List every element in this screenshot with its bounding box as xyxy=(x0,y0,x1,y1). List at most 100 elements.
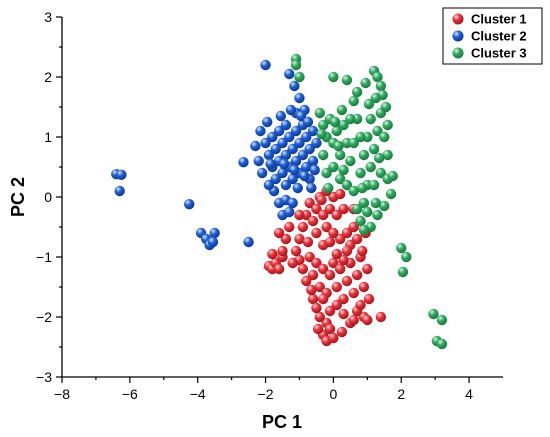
data-point-cluster-3 xyxy=(333,140,344,152)
y-tick-label: 1 xyxy=(44,129,52,145)
data-point-cluster-2 xyxy=(294,137,305,149)
data-point-cluster-1 xyxy=(318,209,329,221)
data-point-cluster-3 xyxy=(323,182,334,194)
legend-marker-cluster-1 xyxy=(452,13,464,25)
legend-marker-cluster-3 xyxy=(452,47,464,59)
data-point-cluster-2 xyxy=(256,167,268,179)
data-point-cluster-2 xyxy=(278,158,290,170)
data-point-cluster-3 xyxy=(348,185,359,197)
data-point-cluster-1 xyxy=(324,323,336,335)
data-point-cluster-1 xyxy=(324,236,336,248)
data-point-cluster-1 xyxy=(351,269,363,281)
data-point-cluster-2 xyxy=(280,119,292,131)
data-point-cluster-3 xyxy=(334,173,346,185)
data-point-cluster-3 xyxy=(328,71,339,83)
data-point-cluster-1 xyxy=(328,332,339,344)
data-point-cluster-1 xyxy=(284,221,295,233)
data-point-cluster-1 xyxy=(297,221,309,233)
x-axis-title: PC 1 xyxy=(262,412,302,432)
data-point-cluster-1 xyxy=(338,203,349,215)
y-ticks: −3 −2 −1 0 1 2 3 xyxy=(36,9,62,385)
x-ticks: −8 −6 −4 −2 0 2 4 xyxy=(54,377,473,402)
legend-marker-cluster-2 xyxy=(452,30,464,42)
y-tick-label: −2 xyxy=(36,309,52,325)
data-point-cluster-1 xyxy=(334,233,346,245)
data-point-cluster-2 xyxy=(238,157,249,168)
data-point-cluster-3 xyxy=(358,197,370,209)
data-point-cluster-2 xyxy=(302,116,314,128)
data-point-cluster-1 xyxy=(363,293,375,305)
data-point-cluster-3 xyxy=(355,167,366,179)
data-point-cluster-3 xyxy=(341,179,353,191)
series-cluster-2 xyxy=(111,59,322,251)
data-point-cluster-2 xyxy=(280,179,292,191)
data-point-cluster-3 xyxy=(436,314,448,326)
x-tick-label: 2 xyxy=(397,386,405,402)
y-tick-label: 0 xyxy=(44,189,52,205)
data-point-cluster-3 xyxy=(385,188,397,200)
data-point-cluster-3 xyxy=(382,149,393,161)
y-tick-label: 2 xyxy=(44,69,52,85)
data-point-cluster-2 xyxy=(307,155,319,167)
data-point-cluster-3 xyxy=(345,113,356,125)
data-point-cluster-1 xyxy=(304,251,315,263)
data-point-cluster-1 xyxy=(324,269,336,281)
y-tick-label: −1 xyxy=(36,249,52,265)
data-point-cluster-1 xyxy=(311,203,322,215)
data-point-cluster-1 xyxy=(348,314,359,326)
data-point-cluster-3 xyxy=(365,113,376,125)
data-point-cluster-2 xyxy=(301,131,312,143)
data-point-cluster-3 xyxy=(370,92,381,104)
data-point-cluster-3 xyxy=(379,131,390,143)
data-point-cluster-3 xyxy=(314,107,326,119)
data-point-cluster-1 xyxy=(277,245,288,257)
data-point-cluster-1 xyxy=(314,311,326,323)
data-point-cluster-1 xyxy=(348,287,359,299)
data-point-cluster-3 xyxy=(363,98,375,110)
data-point-cluster-2 xyxy=(207,236,219,248)
data-point-cluster-2 xyxy=(301,161,312,173)
data-point-cluster-3 xyxy=(338,119,349,131)
data-point-cluster-2 xyxy=(306,182,317,194)
data-point-cluster-1 xyxy=(338,308,349,320)
data-point-cluster-2 xyxy=(289,164,300,176)
y-tick-label: 3 xyxy=(44,9,52,25)
data-point-cluster-2 xyxy=(250,140,261,152)
data-point-cluster-3 xyxy=(294,71,305,83)
data-point-cluster-2 xyxy=(263,149,275,161)
data-point-cluster-2 xyxy=(265,158,276,170)
points-layer xyxy=(111,53,448,350)
x-tick-label: −6 xyxy=(122,386,138,402)
data-point-cluster-2 xyxy=(275,110,287,122)
data-point-cluster-3 xyxy=(318,119,329,131)
data-point-cluster-3 xyxy=(401,251,412,263)
data-point-cluster-3 xyxy=(336,104,348,116)
data-point-cluster-1 xyxy=(287,257,298,269)
data-point-cluster-2 xyxy=(299,170,310,182)
data-point-cluster-3 xyxy=(362,206,373,218)
data-point-cluster-1 xyxy=(312,323,324,335)
data-point-cluster-1 xyxy=(311,302,322,314)
data-point-cluster-1 xyxy=(338,254,349,266)
data-point-cluster-1 xyxy=(324,305,336,317)
data-point-cluster-3 xyxy=(321,167,332,179)
data-point-cluster-2 xyxy=(243,236,254,248)
series-cluster-3 xyxy=(290,53,448,350)
data-point-cluster-1 xyxy=(331,281,342,293)
data-point-cluster-3 xyxy=(396,242,407,254)
data-point-cluster-2 xyxy=(262,116,273,128)
data-point-cluster-1 xyxy=(294,209,305,221)
data-point-cluster-3 xyxy=(355,131,366,143)
data-point-cluster-2 xyxy=(284,131,295,143)
data-point-cluster-3 xyxy=(345,155,356,167)
data-point-cluster-1 xyxy=(301,275,312,287)
data-point-cluster-3 xyxy=(379,200,390,212)
data-point-cluster-3 xyxy=(351,203,363,215)
data-point-cluster-3 xyxy=(318,149,329,161)
data-point-cluster-1 xyxy=(321,221,332,233)
x-tick-label: −8 xyxy=(54,386,70,402)
data-point-cluster-2 xyxy=(284,206,295,218)
data-point-cluster-1 xyxy=(316,194,327,206)
data-point-cluster-3 xyxy=(329,116,341,128)
data-point-cluster-2 xyxy=(287,143,298,155)
